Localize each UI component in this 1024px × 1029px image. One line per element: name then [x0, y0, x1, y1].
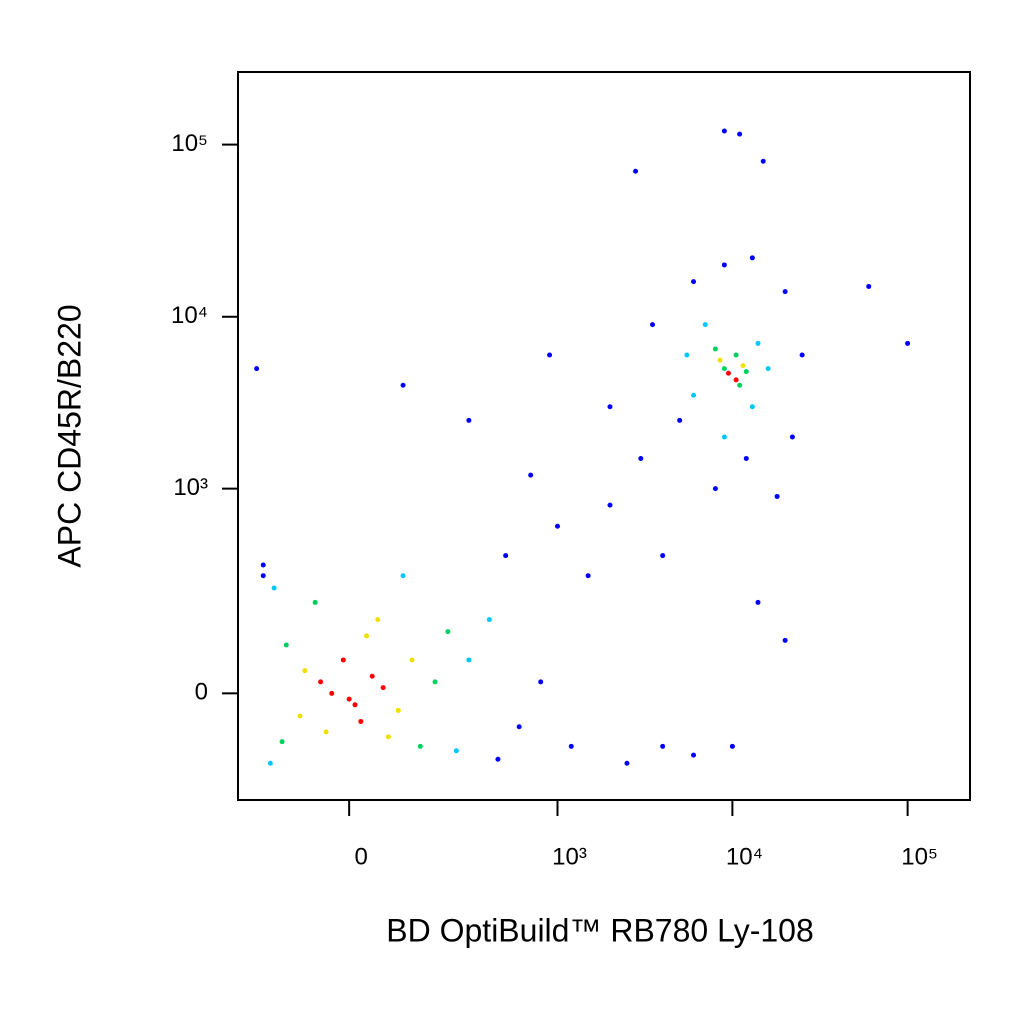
data-point: [385, 734, 391, 740]
plot-frame: [237, 71, 971, 801]
data-point: [691, 752, 697, 758]
data-point: [789, 434, 795, 440]
data-point: [267, 760, 273, 766]
data-point: [782, 289, 788, 295]
data-point: [905, 340, 911, 346]
data-point: [503, 553, 509, 559]
data-point: [733, 352, 739, 358]
data-point: [254, 366, 260, 372]
data-point: [607, 502, 613, 508]
data-point: [782, 637, 788, 643]
data-point: [271, 585, 277, 591]
x-tick-label: 10⁵: [901, 843, 938, 870]
data-point: [717, 357, 723, 363]
y-tick-label: 10³: [173, 474, 208, 501]
data-point: [375, 617, 381, 623]
data-point: [417, 743, 423, 749]
data-point: [528, 472, 534, 478]
data-point: [486, 617, 492, 623]
x-tick-label: 0: [354, 843, 367, 870]
data-point: [260, 573, 266, 579]
data-point: [740, 363, 746, 369]
y-tick-label: 10⁵: [171, 130, 208, 157]
data-point: [352, 702, 358, 708]
data-point: [516, 724, 522, 730]
data-point: [624, 760, 630, 766]
data-point: [765, 366, 771, 372]
data-point: [866, 283, 872, 289]
data-point: [432, 679, 438, 685]
data-point: [725, 370, 731, 376]
data-point: [358, 718, 364, 724]
data-point: [743, 369, 749, 375]
data-point: [702, 322, 708, 328]
data-point: [755, 599, 761, 605]
data-point: [585, 573, 591, 579]
data-point: [660, 743, 666, 749]
data-point: [297, 713, 303, 719]
data-point: [633, 168, 639, 174]
data-point: [445, 629, 451, 635]
data-point: [340, 657, 346, 663]
y-tick-label: 10⁴: [171, 302, 208, 329]
data-point: [312, 599, 318, 605]
data-point: [749, 404, 755, 410]
data-point: [660, 553, 666, 559]
data-point: [302, 668, 308, 674]
data-point: [721, 434, 727, 440]
data-point: [691, 279, 697, 285]
data-point: [554, 523, 560, 529]
data-point: [400, 573, 406, 579]
data-point: [466, 657, 472, 663]
y-tick-label: 0: [195, 679, 208, 706]
x-tick-label: 10³: [552, 843, 587, 870]
data-point: [721, 366, 727, 372]
data-point: [684, 352, 690, 358]
data-point: [323, 729, 329, 735]
data-point: [774, 493, 780, 499]
data-point: [743, 455, 749, 461]
data-point: [538, 679, 544, 685]
data-point: [691, 392, 697, 398]
data-point: [799, 352, 805, 358]
data-point: [760, 158, 766, 164]
data-point: [737, 382, 743, 388]
data-point: [453, 748, 459, 754]
data-point: [318, 679, 324, 685]
data-point: [749, 255, 755, 261]
data-point: [283, 642, 289, 648]
data-point: [346, 696, 352, 702]
data-point: [409, 657, 415, 663]
data-point: [755, 340, 761, 346]
data-point: [712, 486, 718, 492]
data-point: [733, 377, 739, 383]
data-point: [737, 131, 743, 137]
data-point: [395, 707, 401, 713]
data-point: [369, 673, 375, 679]
data-point: [677, 417, 683, 423]
data-point: [721, 128, 727, 134]
data-point: [547, 352, 553, 358]
data-point: [329, 690, 335, 696]
data-point: [607, 404, 613, 410]
data-point: [466, 417, 472, 423]
data-point: [650, 322, 656, 328]
data-point: [721, 262, 727, 268]
data-point: [495, 756, 501, 762]
data-point: [638, 455, 644, 461]
data-point: [400, 382, 406, 388]
x-axis-label: BD OptiBuild™ RB780 Ly-108: [386, 912, 813, 948]
data-point: [729, 743, 735, 749]
data-point: [260, 562, 266, 568]
data-point: [712, 346, 718, 352]
data-point: [279, 739, 285, 745]
y-axis-label: APC CD45R/B220: [51, 304, 87, 567]
x-tick-label: 10⁴: [726, 843, 763, 870]
data-point: [380, 685, 386, 691]
data-point: [364, 633, 370, 639]
data-point: [568, 743, 574, 749]
